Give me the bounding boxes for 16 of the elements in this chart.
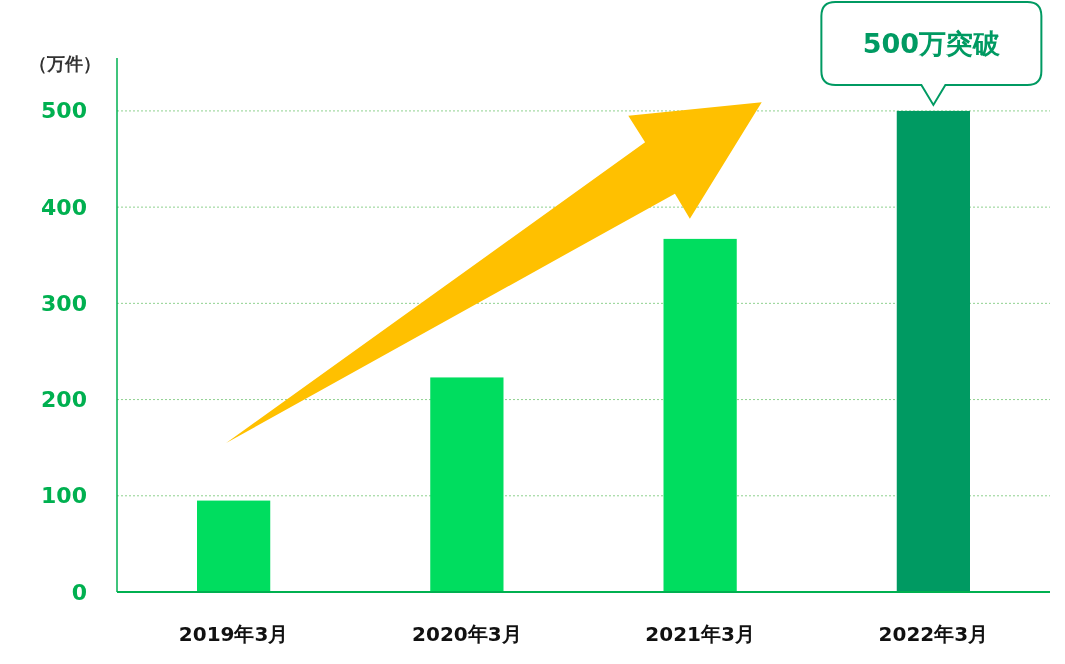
bar — [896, 110, 970, 592]
y-tick-label: 100 — [41, 483, 87, 509]
y-tick-label: 300 — [41, 290, 87, 316]
y-tick-label: 500 — [41, 98, 87, 124]
annotation: 500万突破 — [862, 28, 1001, 59]
bar — [663, 238, 737, 592]
x-tick-label: 2019年3月 — [178, 622, 289, 646]
bar — [430, 377, 504, 592]
y-tick-label: 200 — [41, 387, 87, 413]
x-tick-label: 2022年3月 — [878, 622, 989, 646]
y-tick-label: 0 — [71, 579, 87, 605]
y-tick-label: 400 — [41, 194, 87, 220]
x-tick-label: 2020年3月 — [412, 622, 522, 646]
bar — [197, 500, 271, 592]
x-tick-label: 2021年3月 — [645, 622, 755, 646]
y-axis-title: （万件） — [29, 53, 101, 74]
